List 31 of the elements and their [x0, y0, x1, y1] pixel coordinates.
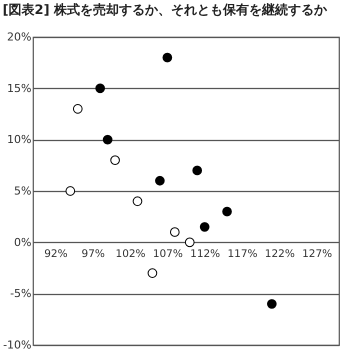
- point: [200, 222, 210, 232]
- y-tick-label: 0%: [14, 236, 32, 249]
- x-tick-label: 122%: [264, 248, 295, 260]
- x-tick-label: 107%: [152, 248, 183, 260]
- x-tick-label: 112%: [190, 248, 220, 260]
- point: [110, 155, 120, 166]
- point: [102, 134, 112, 144]
- point: [132, 196, 142, 206]
- point: [72, 104, 83, 114]
- x-tick-label: 97%: [82, 248, 105, 260]
- chart-title: [図表2] 株式を売却するか、それとも保有を継続するか: [2, 2, 328, 18]
- y-tick-label: 10%: [7, 133, 32, 146]
- point: [95, 84, 105, 94]
- point: [148, 268, 158, 278]
- point: [222, 206, 232, 216]
- point: [184, 238, 195, 248]
- y-tick-label: -10%: [3, 338, 32, 352]
- point: [170, 227, 180, 237]
- point: [267, 299, 277, 309]
- x-tick-label: 117%: [227, 248, 258, 260]
- point: [65, 186, 76, 196]
- y-tick-label: -5%: [10, 287, 32, 300]
- x-tick-label: 127%: [302, 248, 332, 260]
- x-tick-label: 92%: [44, 248, 68, 260]
- x-tick-label: 102%: [116, 248, 146, 260]
- y-tick-label: 5%: [14, 184, 32, 198]
- y-tick-label: 20%: [7, 30, 32, 44]
- point: [192, 166, 202, 176]
- point: [162, 52, 172, 62]
- y-tick-label: 15%: [7, 82, 32, 95]
- point: [155, 176, 165, 186]
